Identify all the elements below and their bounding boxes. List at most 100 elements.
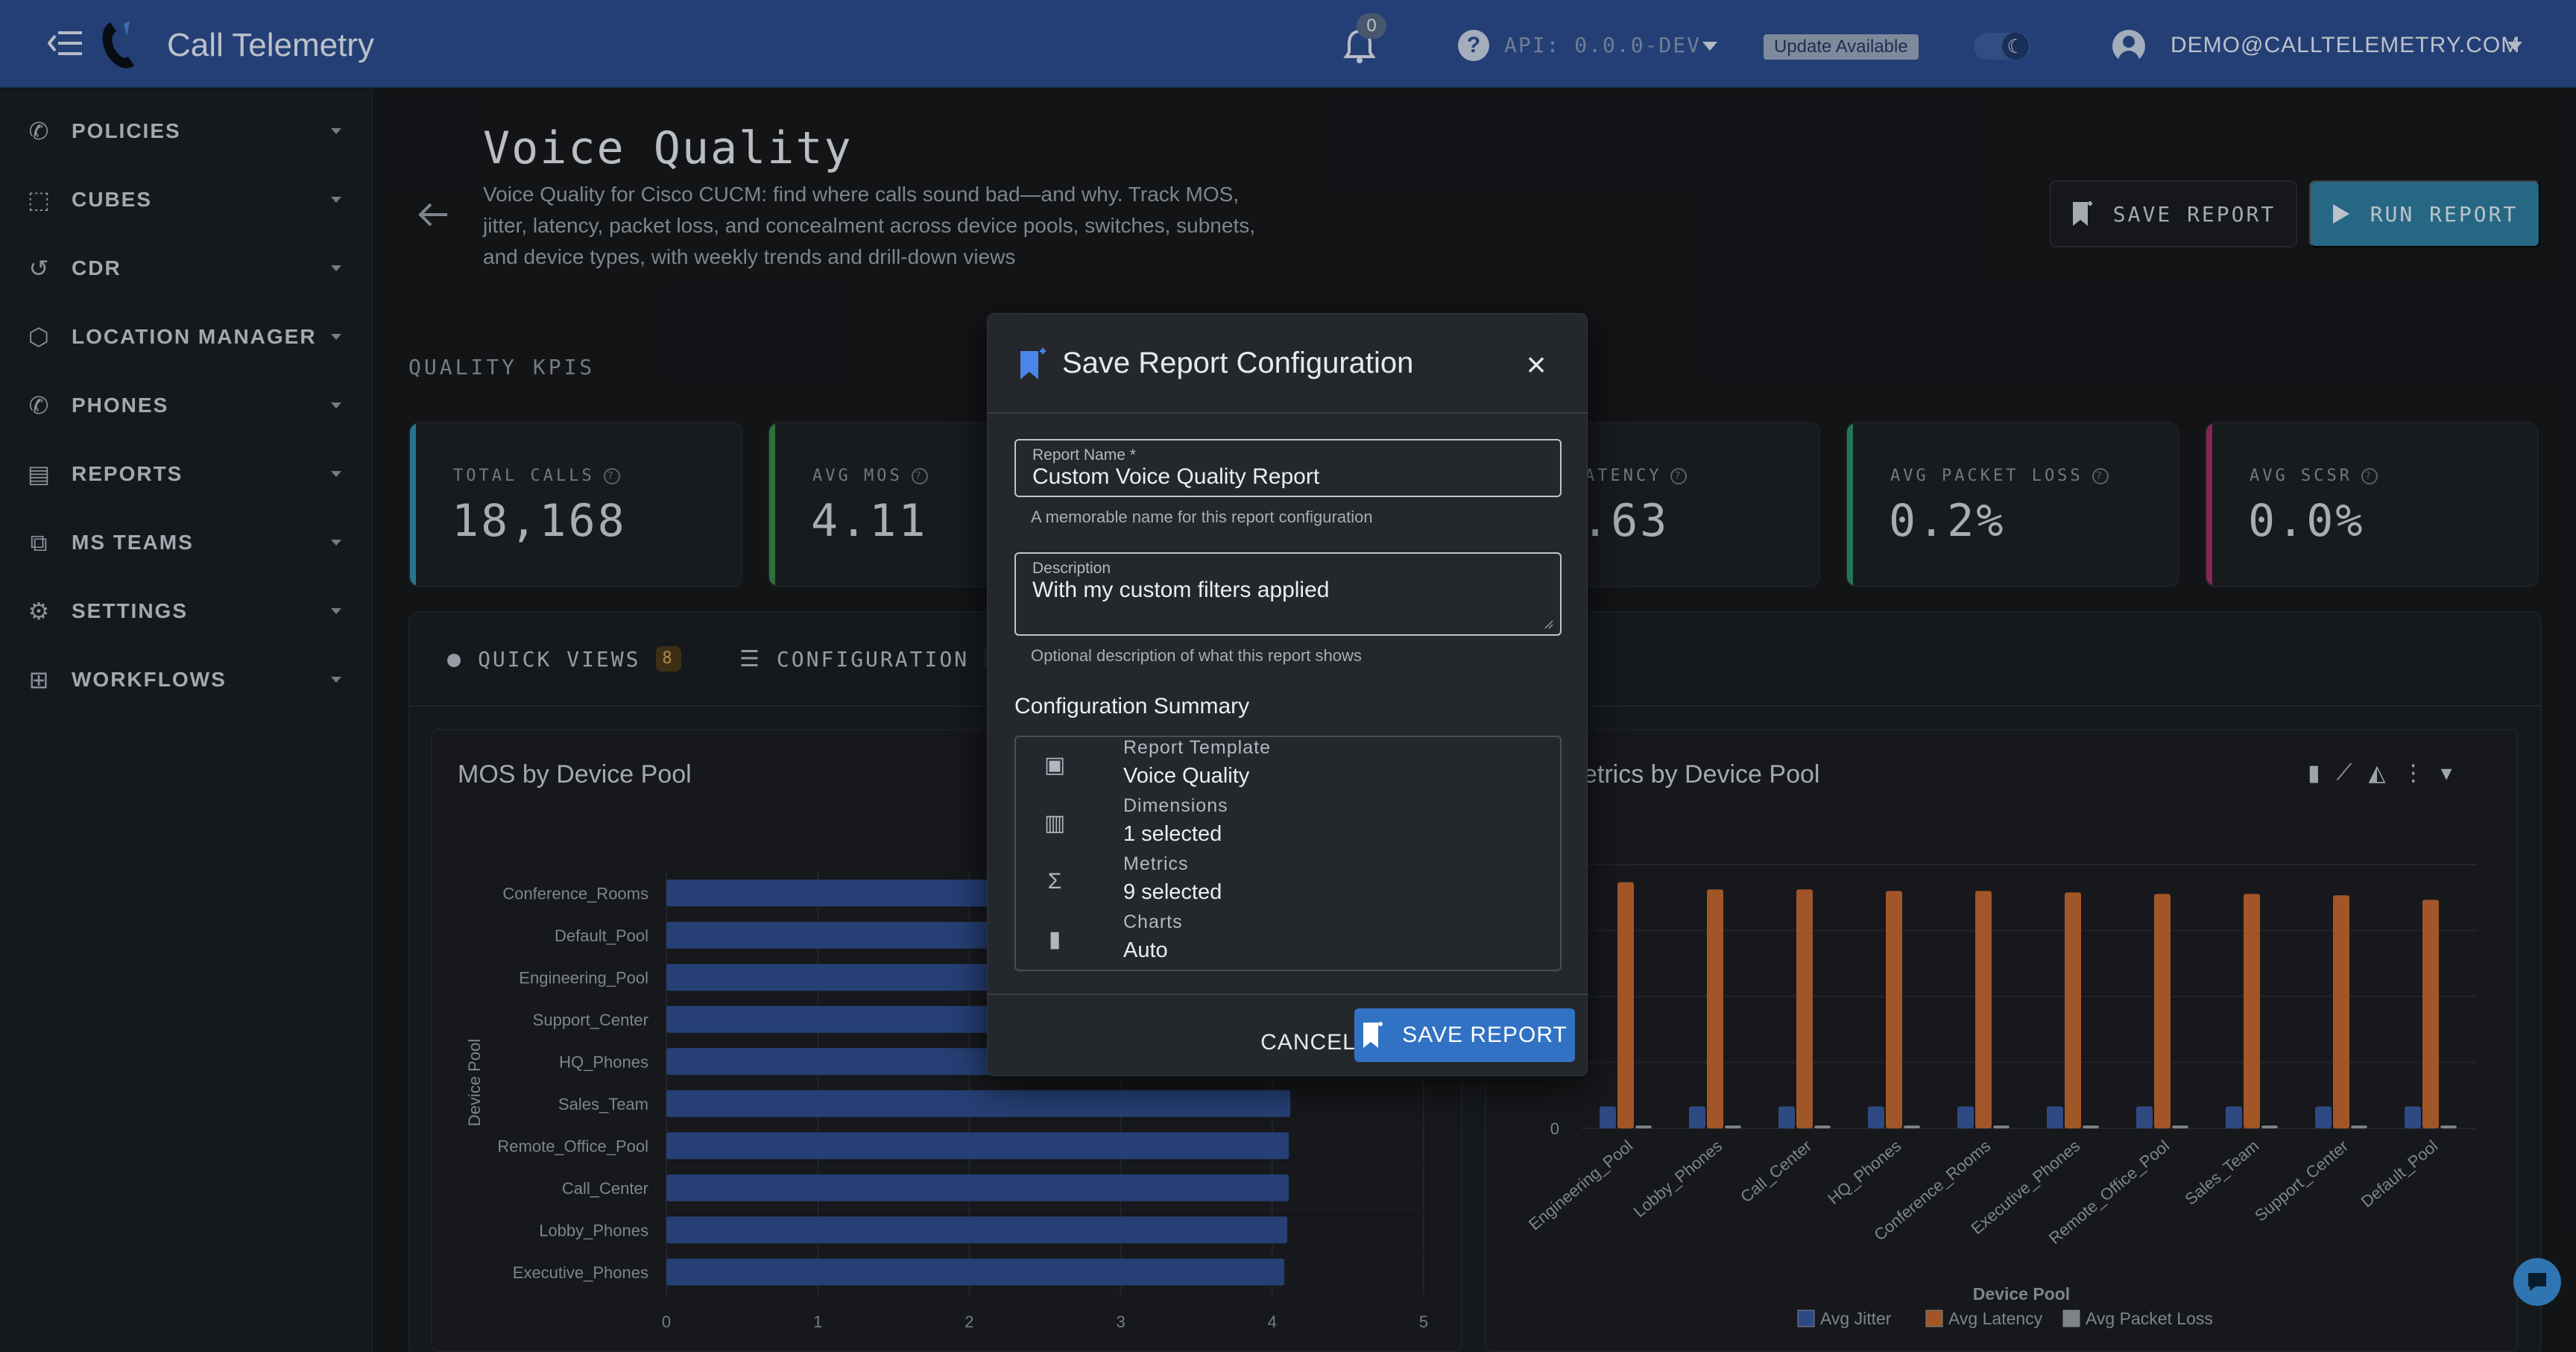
app-title: Call Telemetry [167, 27, 374, 63]
help-circle-icon[interactable]: ? [603, 468, 620, 484]
more-vertical-icon[interactable]: ⋮ [2402, 761, 2425, 786]
sidebar-item-cdr[interactable]: ↺ CDR [0, 239, 373, 298]
description-field[interactable]: Description With my custom filters appli… [1014, 552, 1562, 636]
save-report-dialog: Save Report Configuration × Report Name … [987, 313, 1588, 1076]
line-chart-icon[interactable]: ⟋ [2336, 760, 2352, 785]
description-textarea[interactable]: With my custom filters applied [1032, 578, 1330, 602]
summary-value: Auto [1123, 938, 1168, 962]
sidebar-item-label: CUBES [72, 188, 153, 211]
left-chart-title: MOS by Device Pool [458, 760, 692, 789]
report-name-input[interactable] [1032, 464, 1539, 490]
cancel-button[interactable]: CANCEL [1234, 1019, 1383, 1067]
x-tick-label: 2 [965, 1312, 973, 1331]
summary-label: Report Template [1123, 737, 1271, 758]
update-available-badge[interactable]: Update Available [1764, 34, 1919, 60]
kpi-section-label: QUALITY KPIS [408, 355, 596, 379]
kpi-accent-bar [1847, 423, 1853, 586]
bar [1796, 889, 1813, 1128]
chevron-down-icon[interactable]: ▾ [2440, 761, 2452, 786]
sidebar-item-settings[interactable]: ⚙ SETTINGS [0, 581, 373, 641]
dark-mode-toggle[interactable]: ☾ [1974, 33, 2030, 60]
kpi-card-avg-packet-loss: AVG PACKET LOSS? 0.2% [1846, 422, 2179, 587]
summary-value: Voice Quality [1123, 764, 1250, 788]
caret-down-icon [331, 265, 341, 271]
bar [1814, 1125, 1831, 1128]
sidebar-item-phones[interactable]: ✆ PHONES [0, 376, 373, 435]
user-email[interactable]: DEMO@CALLTELEMETRY.COM [2171, 33, 2521, 57]
tab-quick-views[interactable]: ● QUICK VIEWS 8 [447, 641, 681, 677]
kpi-label: TOTAL CALLS? [453, 467, 620, 485]
bar [2315, 1106, 2332, 1128]
run-report-label: RUN REPORT [2370, 201, 2519, 227]
help-circle-icon[interactable]: ? [911, 468, 928, 484]
teams-icon: ⧉ [30, 529, 48, 556]
bar [1975, 891, 1992, 1128]
bar [2083, 1125, 2099, 1128]
cube-scan-icon: ⬚ [27, 186, 51, 213]
chat-icon [2528, 1273, 2546, 1291]
y-tick-label: Support_Center [533, 1011, 648, 1029]
chat-button[interactable] [2513, 1258, 2561, 1306]
sidebar-item-label: CDR [72, 256, 121, 279]
call-telemetry-logo-icon [102, 21, 134, 69]
report-name-field[interactable]: Report Name * [1014, 439, 1562, 497]
legend-label: Avg Packet Loss [2086, 1309, 2213, 1328]
bookmark-plus-icon [2072, 201, 2092, 226]
dialog-title: Save Report Configuration [1062, 347, 1414, 379]
help-circle-icon[interactable]: ? [2361, 468, 2378, 484]
report-name-helper: A memorable name for this report configu… [1031, 508, 1373, 526]
kpi-accent-bar [769, 423, 775, 586]
bar [1778, 1106, 1795, 1128]
modal-save-report-button[interactable]: SAVE REPORT [1354, 1008, 1575, 1062]
back-arrow-icon[interactable] [417, 201, 450, 228]
sidebar-item-location-manager[interactable]: ⬡ LOCATION MANAGER [0, 307, 373, 367]
sidebar-item-policies[interactable]: ✆ POLICIES [0, 101, 373, 161]
bar-chart-icon[interactable]: ▮ [2308, 761, 2320, 786]
bar [1635, 1125, 1652, 1128]
help-circle-icon[interactable]: ? [2092, 468, 2109, 484]
caret-down-icon [331, 540, 341, 546]
y-tick-label: Default_Pool [555, 926, 648, 945]
caret-down-icon [331, 677, 341, 683]
y-tick-label: Remote_Office_Pool [497, 1137, 648, 1155]
bar [2351, 1125, 2367, 1128]
y-tick-label: Engineering_Pool [519, 968, 648, 987]
area-chart-icon[interactable]: ◭ [2368, 761, 2386, 786]
sidebar-item-workflows[interactable]: ⊞ WORKFLOWS [0, 650, 373, 710]
notification-count-badge: 0 [1357, 13, 1386, 39]
sidebar-item-cubes[interactable]: ⬚ CUBES [0, 170, 373, 230]
phone-settings-icon: ✆ [28, 118, 49, 145]
bookmark-plus-icon [1363, 1022, 1383, 1048]
kpi-card-avg-scsr: AVG SCSR? 0.0% [2205, 422, 2539, 587]
run-report-button[interactable]: RUN REPORT [2309, 180, 2540, 247]
phone-icon: ✆ [28, 392, 49, 419]
api-version-label[interactable]: API: 0.0.0-DEV [1504, 33, 1702, 57]
sidebar-item-ms-teams[interactable]: ⧉ MS TEAMS [0, 513, 373, 572]
top-app-bar: Call Telemetry 0 ? API: 0.0.0-DEV Update… [0, 0, 2576, 88]
kpi-card-total-calls: TOTAL CALLS? 18,168 [408, 422, 742, 587]
sidebar-item-reports[interactable]: ▤ REPORTS [0, 444, 373, 504]
bar [1886, 891, 1902, 1128]
account-icon[interactable] [2112, 30, 2145, 63]
bar [1707, 889, 1723, 1128]
columns-icon: ▥ [1044, 811, 1066, 835]
y-tick-label: Lobby_Phones [539, 1221, 648, 1239]
save-report-button[interactable]: SAVE REPORT [2050, 180, 2297, 247]
legend-label: Avg Jitter [1820, 1309, 1892, 1328]
close-icon[interactable]: × [1526, 345, 1547, 384]
help-icon[interactable]: ? [1458, 30, 1489, 61]
bar [2333, 895, 2349, 1128]
user-menu-caret-icon[interactable] [2507, 42, 2522, 51]
resize-handle-icon[interactable] [1544, 619, 1554, 630]
sidebar-item-label: LOCATION MANAGER [72, 325, 317, 348]
bar [666, 1258, 1285, 1286]
menu-collapse-icon[interactable] [48, 27, 83, 60]
help-circle-icon[interactable]: ? [1670, 468, 1688, 484]
bookmark-plus-icon [1020, 348, 1046, 379]
bar [2422, 900, 2439, 1128]
document-chart-icon: ▤ [27, 461, 51, 487]
y-tick-label: Sales_Team [558, 1095, 648, 1113]
tune-icon: ☰ [739, 645, 762, 672]
api-dropdown-caret-icon[interactable] [1702, 42, 1717, 51]
